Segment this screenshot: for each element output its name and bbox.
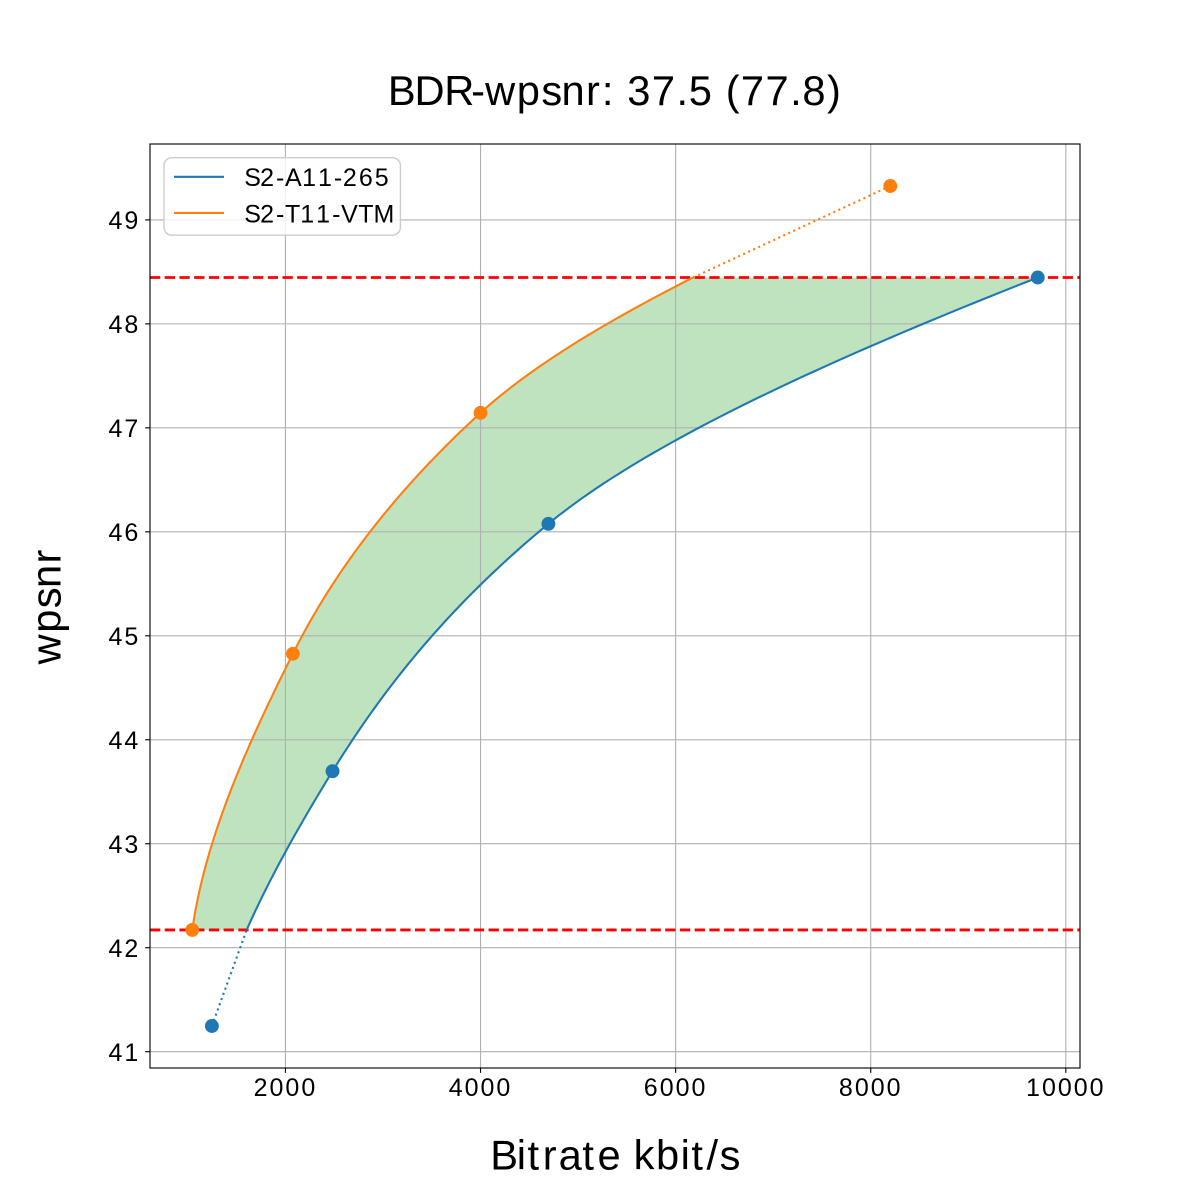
svg-text:Bitrate kbit/s: Bitrate kbit/s bbox=[490, 1132, 740, 1179]
svg-text:44: 44 bbox=[108, 727, 138, 755]
svg-text:10000: 10000 bbox=[1026, 1074, 1104, 1102]
svg-text:S2-T11-VTM: S2-T11-VTM bbox=[244, 200, 394, 228]
svg-text:BDR-wpsnr: 37.5 (77.8): BDR-wpsnr: 37.5 (77.8) bbox=[388, 67, 841, 114]
svg-text:wpsnr: wpsnr bbox=[23, 550, 70, 666]
